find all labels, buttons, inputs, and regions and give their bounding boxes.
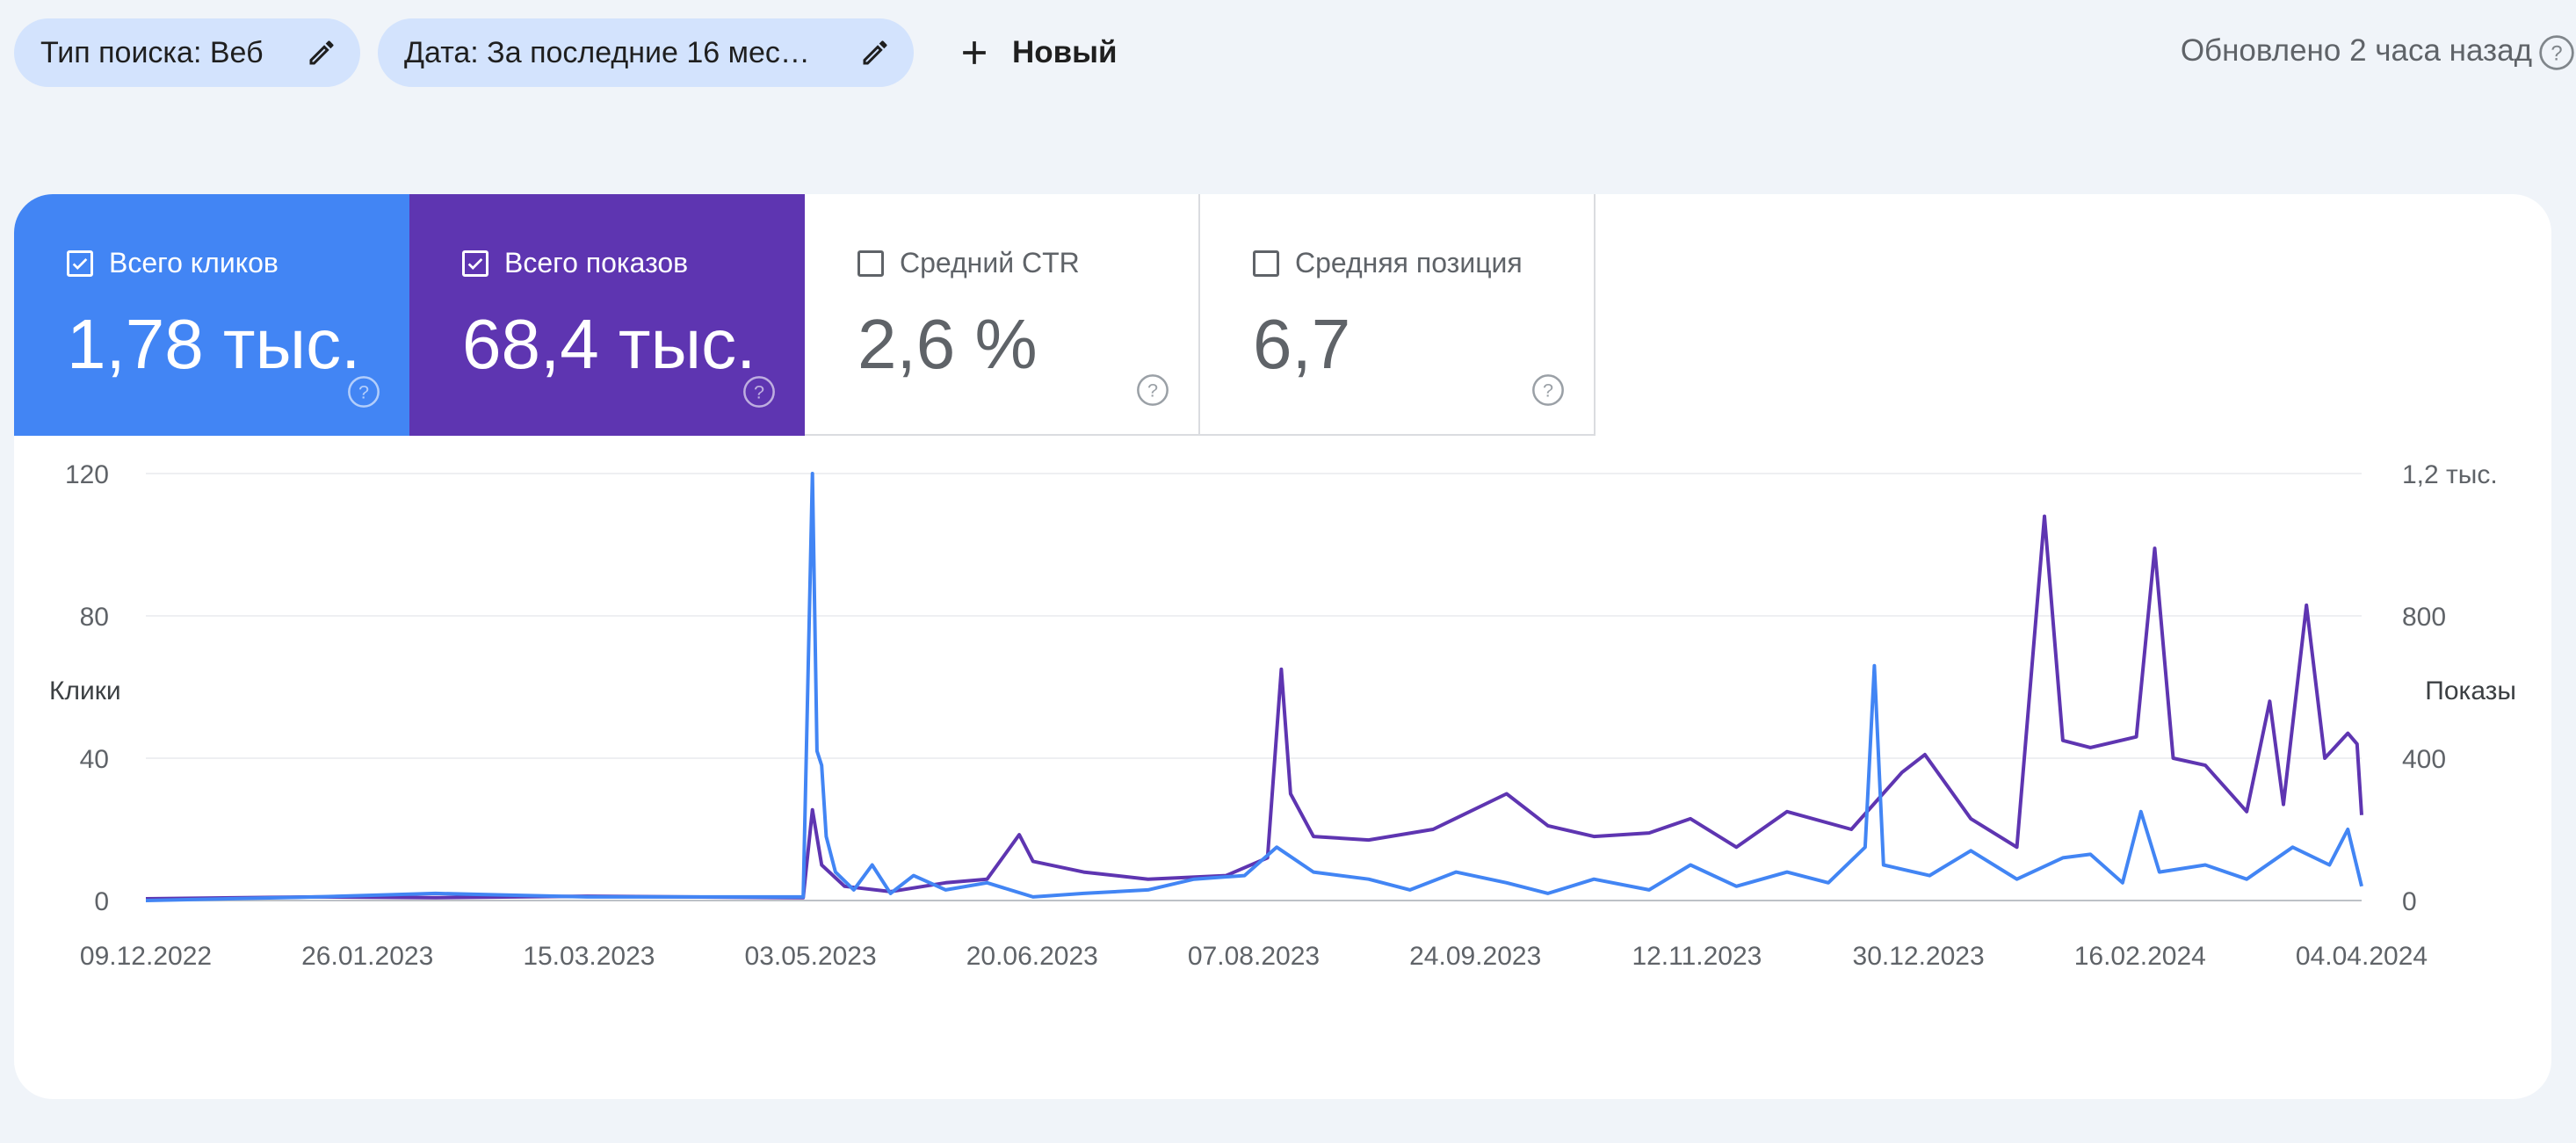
metric-value: 1,78 тыс. xyxy=(67,305,361,383)
metric-label: Всего показов xyxy=(504,247,689,279)
metric-total-impressions[interactable]: Всего показов 68,4 тыс. ? xyxy=(409,194,805,436)
left-tick-label: 40 xyxy=(80,745,109,774)
date-filter-chip[interactable]: Дата: За последние 16 мес… xyxy=(378,18,914,87)
metric-average-ctr[interactable]: Средний CTR 2,6 % ? xyxy=(805,194,1200,436)
edit-icon[interactable] xyxy=(304,35,339,70)
plus-icon xyxy=(952,31,996,75)
search-type-filter-label: Тип поиска: Веб xyxy=(40,35,264,69)
x-tick-label: 30.12.2023 xyxy=(1853,942,1985,971)
metric-value: 6,7 xyxy=(1253,305,1351,383)
checkbox-icon[interactable] xyxy=(857,250,884,277)
metric-value: 2,6 % xyxy=(857,305,1038,383)
left-axis-label: Клики xyxy=(49,676,121,705)
x-tick-label: 15.03.2023 xyxy=(523,942,655,971)
right-tick-label: 400 xyxy=(2402,745,2446,774)
left-tick-label: 80 xyxy=(80,603,109,632)
right-tick-label: 800 xyxy=(2402,603,2446,632)
x-tick-label: 12.11.2023 xyxy=(1632,942,1762,971)
x-tick-label: 03.05.2023 xyxy=(745,942,877,971)
right-tick-label: 0 xyxy=(2402,887,2417,916)
metric-total-clicks[interactable]: Всего кликов 1,78 тыс. ? xyxy=(14,194,409,436)
right-tick-label: 1,2 тыс. xyxy=(2402,460,2498,489)
x-tick-label: 26.01.2023 xyxy=(301,942,433,971)
svg-text:?: ? xyxy=(358,381,369,403)
help-icon[interactable]: ? xyxy=(2537,33,2576,72)
metric-label: Средний CTR xyxy=(900,247,1080,279)
updated-status: Обновлено 2 часа назад xyxy=(2180,33,2532,68)
right-axis-label: Показы xyxy=(2425,676,2516,705)
svg-text:?: ? xyxy=(2551,41,2562,65)
metric-value: 68,4 тыс. xyxy=(462,305,756,383)
x-tick-label: 07.08.2023 xyxy=(1188,942,1320,971)
metric-label: Средняя позиция xyxy=(1295,247,1523,279)
date-filter-label: Дата: За последние 16 мес… xyxy=(404,35,810,69)
performance-chart[interactable]: Клики Показы 0 40 80 120 0 400 800 1,2 тыс. 09… xyxy=(14,458,2551,1099)
help-icon[interactable]: ? xyxy=(1530,373,1566,408)
svg-text:?: ? xyxy=(1147,380,1158,401)
left-tick-label: 120 xyxy=(65,460,109,489)
filter-bar: Тип поиска: Веб Дата: За последние 16 ме… xyxy=(0,0,2576,105)
help-icon[interactable]: ? xyxy=(1135,373,1170,408)
x-tick-label: 16.02.2024 xyxy=(2074,942,2206,971)
svg-text:?: ? xyxy=(1543,380,1553,401)
x-tick-label: 20.06.2023 xyxy=(966,942,1098,971)
new-filter-button[interactable]: Новый xyxy=(952,18,1118,87)
checkbox-icon[interactable] xyxy=(67,250,93,277)
search-type-filter-chip[interactable]: Тип поиска: Веб xyxy=(14,18,360,87)
checkbox-icon[interactable] xyxy=(1253,250,1279,277)
new-filter-label: Новый xyxy=(1012,35,1118,69)
checkbox-icon[interactable] xyxy=(462,250,488,277)
metric-average-position[interactable]: Средняя позиция 6,7 ? xyxy=(1200,194,1596,436)
help-icon[interactable]: ? xyxy=(346,374,381,409)
edit-icon[interactable] xyxy=(857,35,893,70)
x-tick-label: 24.09.2023 xyxy=(1409,942,1541,971)
left-tick-label: 0 xyxy=(94,887,109,916)
performance-card: Всего кликов 1,78 тыс. ? Всего показов 6… xyxy=(14,194,2551,1099)
series-line-clicks[interactable] xyxy=(145,472,2363,902)
metric-label: Всего кликов xyxy=(109,247,279,279)
series-line-impressions[interactable] xyxy=(145,514,2363,901)
svg-text:?: ? xyxy=(754,381,764,403)
help-icon[interactable]: ? xyxy=(742,374,777,409)
x-tick-label: 04.04.2024 xyxy=(2296,942,2428,971)
x-tick-label: 09.12.2022 xyxy=(80,942,212,971)
